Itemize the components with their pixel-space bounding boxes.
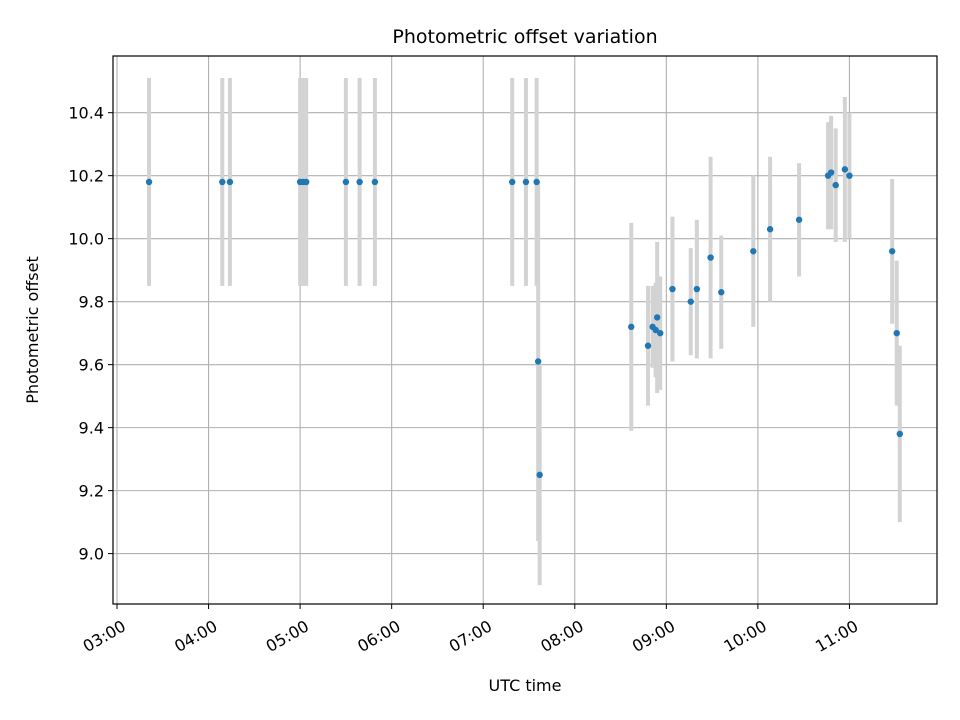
- data-point: [219, 178, 226, 186]
- data-point: [893, 329, 900, 337]
- x-tick-label: 06:00: [354, 616, 403, 656]
- data-point: [888, 248, 896, 255]
- error-bars: [147, 78, 902, 586]
- data-point: [509, 178, 516, 186]
- data-point: [371, 178, 379, 186]
- data-point: [303, 178, 310, 186]
- data-point: [669, 285, 676, 293]
- data-point: [896, 430, 903, 438]
- x-tick-label: 08:00: [537, 616, 586, 656]
- x-tick-label: 10:00: [720, 616, 769, 656]
- x-tick-label: 07:00: [446, 616, 495, 656]
- x-tick-label: 11:00: [812, 616, 861, 656]
- chart-title: Photometric offset variation: [392, 26, 657, 48]
- data-point: [693, 285, 701, 293]
- data-point: [718, 289, 725, 296]
- y-tick-label: 9.2: [79, 482, 104, 501]
- data-point: [657, 329, 664, 337]
- data-point: [356, 178, 363, 186]
- y-tick-label: 9.0: [79, 545, 104, 564]
- plot-frame: [112, 55, 938, 605]
- data-point: [533, 178, 540, 186]
- data-point: [687, 298, 694, 305]
- data-point: [652, 326, 659, 334]
- data-point: [653, 314, 661, 321]
- x-tick-label: 05:00: [263, 616, 312, 656]
- data-point: [766, 226, 774, 233]
- data-point: [827, 169, 835, 176]
- data-point: [342, 178, 350, 186]
- data-point: [226, 178, 234, 186]
- data-point: [795, 216, 803, 223]
- data-point: [707, 254, 714, 261]
- data-points: [145, 166, 903, 479]
- y-tick-label: 9.4: [79, 419, 104, 438]
- y-tick-label: 9.6: [79, 356, 104, 375]
- data-point: [536, 471, 543, 479]
- data-point: [750, 248, 757, 255]
- x-tick-label: 09:00: [629, 616, 678, 656]
- y-tick-label: 10.4: [68, 104, 104, 123]
- y-tick-label: 10.2: [68, 167, 104, 186]
- x-tick-label: 04:00: [171, 616, 220, 656]
- axis-ticks: 03:00 04:00 05:00 06:00 07:00 08:00 09:00 10:00…: [68, 104, 861, 656]
- x-tick-label: 03:00: [80, 616, 129, 656]
- y-tick-label: 9.8: [79, 293, 104, 312]
- y-tick-label: 10.0: [68, 230, 104, 249]
- data-point: [628, 323, 635, 331]
- data-point: [841, 166, 849, 173]
- data-point: [145, 178, 153, 186]
- x-axis-title: UTC time: [489, 676, 562, 695]
- data-point: [846, 172, 853, 179]
- data-point: [832, 181, 839, 189]
- data-point: [644, 342, 652, 349]
- data-point: [534, 358, 542, 365]
- data-point: [522, 178, 530, 186]
- y-axis-title: Photometric offset: [23, 256, 42, 404]
